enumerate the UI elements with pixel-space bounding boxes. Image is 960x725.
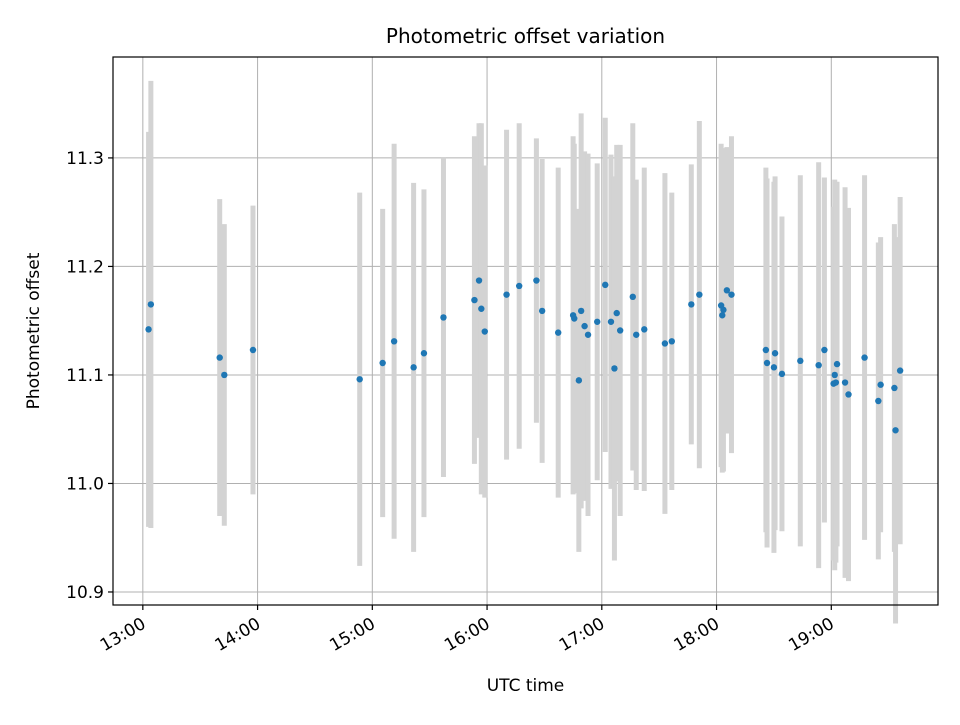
data-point	[728, 291, 735, 298]
x-tick-label: 14:00	[212, 614, 264, 656]
y-axis-ticks: 10.9 11.0 11.1 11.2 11.3	[66, 149, 113, 603]
data-point	[147, 301, 155, 308]
data-point	[249, 346, 257, 354]
data-point	[379, 359, 386, 367]
data-point	[892, 427, 899, 434]
y-axis-label: Photometric offset	[24, 252, 44, 409]
x-tick-label: 18:00	[671, 614, 723, 656]
data-point	[594, 318, 601, 325]
data-point	[581, 322, 588, 330]
data-point	[770, 364, 778, 371]
data-point	[503, 291, 510, 298]
data-point	[221, 371, 228, 379]
data-point	[641, 326, 648, 333]
data-point	[668, 338, 675, 345]
y-tick-label: 11.2	[66, 257, 104, 277]
data-point	[577, 307, 585, 315]
data-point	[478, 305, 485, 312]
data-point	[723, 287, 731, 294]
x-tick-label: 13:00	[97, 614, 149, 656]
data-point	[891, 384, 898, 392]
x-tick-label: 16:00	[441, 614, 493, 656]
data-point	[555, 329, 562, 336]
data-point	[778, 370, 786, 378]
y-tick-label: 11.0	[66, 474, 104, 494]
y-tick-label: 10.9	[66, 583, 104, 603]
data-point	[538, 307, 546, 315]
data-point	[877, 381, 884, 388]
data-point	[216, 354, 223, 361]
data-point	[602, 281, 609, 289]
data-point	[471, 296, 478, 304]
data-point	[763, 359, 771, 367]
data-point	[633, 331, 640, 338]
data-point	[356, 376, 363, 383]
data-point	[616, 327, 624, 334]
data-point	[440, 314, 447, 321]
data-point	[797, 357, 804, 365]
x-tick-label: 15:00	[326, 614, 378, 656]
data-point	[845, 391, 852, 398]
data-point	[762, 346, 770, 354]
marker-layer	[145, 277, 904, 434]
y-tick-label: 11.1	[66, 366, 104, 386]
data-point	[571, 315, 578, 322]
data-point	[475, 277, 483, 284]
data-point	[833, 360, 841, 368]
data-point	[420, 350, 428, 357]
data-point	[831, 371, 838, 379]
data-point	[688, 301, 695, 308]
chart-title: Photometric offset variation	[386, 24, 665, 48]
data-point	[145, 326, 152, 333]
data-point	[390, 338, 398, 345]
data-point	[832, 379, 840, 386]
data-point	[861, 354, 868, 361]
data-point	[875, 397, 882, 405]
x-axis-label: UTC time	[487, 676, 565, 696]
data-point	[613, 309, 620, 317]
data-point	[896, 367, 904, 374]
errorbar-layer	[146, 80, 903, 624]
data-point	[584, 331, 592, 338]
data-point	[611, 365, 618, 372]
x-tick-label: 17:00	[556, 614, 608, 656]
x-axis-ticks: 13:00 14:00 15:00 16:00 17:00 18:00 19:00	[97, 605, 838, 656]
data-point	[410, 364, 417, 371]
data-point	[719, 312, 726, 319]
data-point	[575, 377, 583, 384]
data-point	[629, 293, 636, 301]
data-point	[696, 291, 703, 298]
plot-frame	[112, 56, 939, 606]
data-point	[661, 340, 669, 347]
grid-layer	[113, 57, 938, 605]
y-tick-label: 11.3	[66, 149, 104, 169]
data-point	[515, 282, 523, 290]
x-tick-label: 19:00	[785, 614, 837, 656]
data-point	[841, 379, 849, 386]
data-point	[481, 328, 488, 335]
data-point	[720, 306, 727, 314]
data-point	[821, 346, 828, 354]
data-point	[533, 277, 540, 284]
data-point	[815, 361, 822, 369]
data-point	[771, 350, 779, 357]
data-point	[607, 318, 615, 325]
